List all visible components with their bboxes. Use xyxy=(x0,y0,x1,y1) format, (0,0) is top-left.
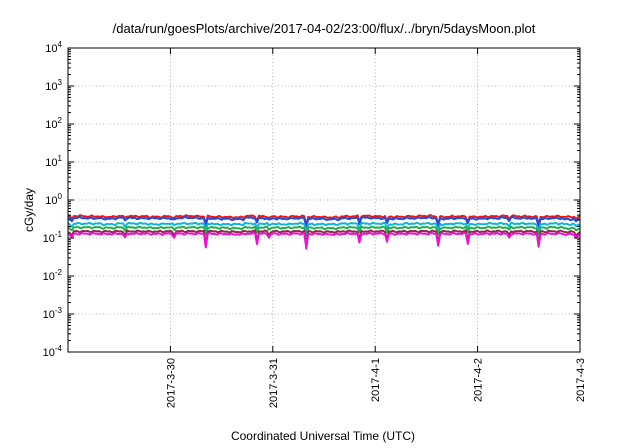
y-tick-label: 102 xyxy=(45,116,62,131)
series-line xyxy=(67,231,581,250)
x-tick-label: 2017-4-1 xyxy=(370,358,382,402)
ticks-layer xyxy=(68,47,581,353)
chart-title: /data/run/goesPlots/archive/2017-04-02/2… xyxy=(113,21,536,36)
x-tick-labels: 2017-3-30 2017-3-31 2017-4-1 2017-4-2 2017-4… xyxy=(165,358,587,408)
series-line xyxy=(67,221,581,234)
x-tick-label: 2017-3-30 xyxy=(165,358,177,408)
y-axis-label: cGy/day xyxy=(22,188,36,232)
series-line xyxy=(67,214,581,227)
y-tick-label: 10-2 xyxy=(43,268,63,283)
series-line xyxy=(67,229,581,247)
x-tick-label: 2017-3-31 xyxy=(268,358,280,408)
series-line xyxy=(67,225,581,237)
y-tick-label: 10-1 xyxy=(43,230,63,245)
series-layer xyxy=(67,214,581,250)
x-tick-label: 2017-4-3 xyxy=(575,358,587,402)
grid-layer xyxy=(68,48,580,352)
x-tick-label: 2017-4-2 xyxy=(473,358,485,402)
y-tick-label: 101 xyxy=(45,154,62,169)
y-tick-label: 103 xyxy=(45,78,62,93)
y-tick-label: 104 xyxy=(45,40,62,55)
y-tick-label: 100 xyxy=(45,192,62,207)
series-line xyxy=(67,215,581,229)
y-tick-label: 10-3 xyxy=(43,306,63,321)
y-tick-label: 10-4 xyxy=(43,344,63,359)
y-tick-labels: 10-4 10-3 10-2 10-1 100 101 102 103 104 xyxy=(43,40,63,359)
x-axis-label: Coordinated Universal Time (UTC) xyxy=(231,429,415,443)
